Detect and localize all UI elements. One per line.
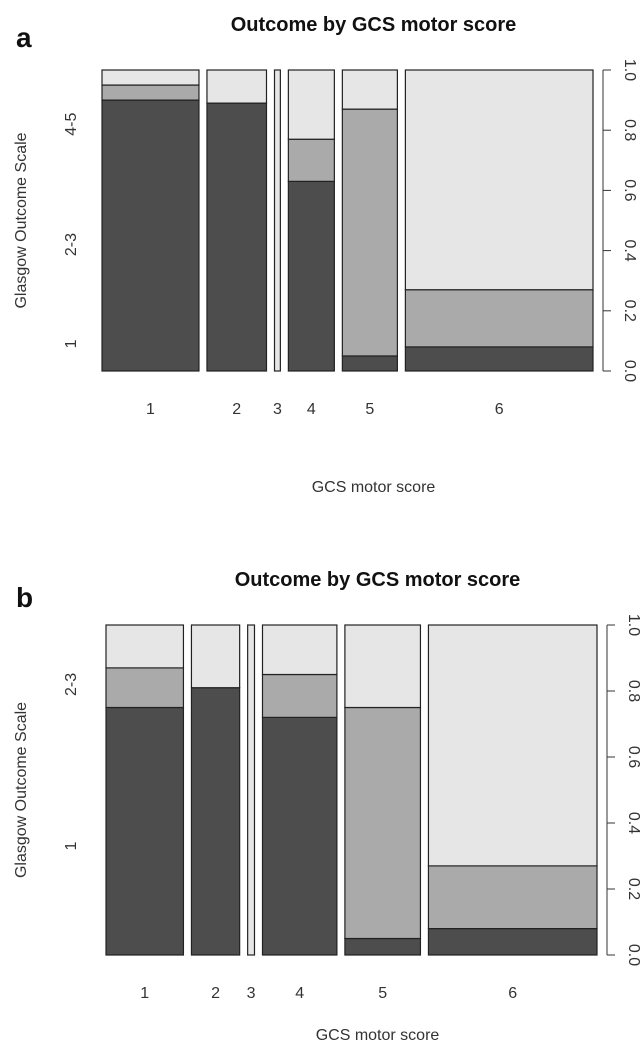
mosaic-segment [287, 138, 335, 182]
panel-letter-b: b [16, 582, 34, 613]
right-tick-label: 0.4 [621, 239, 638, 261]
mosaic-segment [344, 937, 422, 956]
mosaic-segment [341, 355, 398, 372]
right-tick-label: 1.0 [625, 614, 642, 636]
mosaic-segment [247, 624, 256, 956]
panel-letter-a: a [16, 22, 32, 53]
right-tick-label: 0.8 [625, 680, 642, 702]
mosaic-segment [404, 289, 594, 348]
mosaic-segment [427, 865, 598, 930]
mosaic-column-2 [206, 69, 268, 372]
mosaic-segment [287, 69, 335, 140]
right-tick-label: 0.0 [625, 944, 642, 966]
left-tick-label: 1 [63, 842, 80, 851]
right-tick-label: 0.6 [625, 746, 642, 768]
x-tick-label: 3 [247, 985, 256, 1002]
mosaic-chart-a: Outcome by GCS motor score 1 2 3 4 5 6 GCS moto… [13, 14, 638, 496]
mosaic-column-3 [247, 624, 256, 956]
mosaic-chart-b: Outcome by GCS motor score 1 2 3 4 5 6 GCS moto… [13, 569, 642, 1044]
mosaic-column-1 [101, 69, 200, 372]
mosaic-segment [190, 624, 241, 689]
mosaic-column-4 [261, 624, 338, 956]
right-tick-label: 0.8 [621, 119, 638, 141]
mosaic-segment [427, 624, 598, 867]
mosaic-segment [261, 716, 338, 956]
mosaic-column-6 [404, 69, 594, 372]
x-tick-label: 1 [146, 401, 155, 418]
mosaic-segment [344, 624, 422, 709]
x-tick-label: 2 [211, 985, 220, 1002]
chart-title: Outcome by GCS motor score [235, 569, 521, 591]
right-tick-label: 0.2 [621, 300, 638, 322]
x-tick-label: 4 [307, 401, 316, 418]
mosaic-segment [341, 69, 398, 110]
mosaic-segment [105, 667, 185, 709]
mosaic-segment [404, 346, 594, 372]
x-tick-label: 3 [273, 401, 282, 418]
mosaic-segment [101, 99, 200, 372]
x-tick-label: 6 [508, 985, 517, 1002]
y-axis-label: Glasgow Outcome Scale [13, 702, 30, 878]
chart-panel-b: b Outcome by GCS motor score 1 2 3 4 5 6 GCS mo… [0, 520, 644, 1047]
x-tick-label: 5 [365, 401, 374, 418]
mosaic-column-2 [190, 624, 241, 956]
chart-title: Outcome by GCS motor score [231, 14, 517, 36]
mosaic-column-1 [105, 624, 185, 956]
mosaic-segment [190, 687, 241, 956]
mosaic-segment [287, 180, 335, 372]
x-axis-label: GCS motor score [312, 479, 436, 496]
mosaic-segment [344, 706, 422, 940]
right-tick-label: 0.6 [621, 179, 638, 201]
mosaic-segment [101, 84, 200, 101]
mosaic-segment [404, 69, 594, 291]
right-tick-label: 0.0 [621, 360, 638, 382]
right-tick-label: 1.0 [621, 59, 638, 81]
chart-panel-a: a Outcome by GCS motor score 1 2 3 4 5 6 GCS mo… [0, 0, 644, 520]
mosaic-column-3 [273, 69, 281, 372]
mosaic-column-5 [341, 69, 398, 372]
left-tick-label: 4-5 [63, 113, 80, 136]
x-axis-label: GCS motor score [316, 1027, 440, 1044]
mosaic-column-6 [427, 624, 598, 956]
x-tick-label: 4 [295, 985, 304, 1002]
x-tick-label: 1 [140, 985, 149, 1002]
mosaic-column-5 [344, 624, 422, 956]
mosaic-segment [261, 673, 338, 719]
mosaic-segment [101, 69, 200, 86]
mosaic-segment [341, 108, 398, 357]
left-tick-label: 2-3 [63, 673, 80, 696]
mosaic-segment [206, 102, 268, 372]
x-tick-label: 6 [495, 401, 504, 418]
x-tick-label: 5 [378, 985, 387, 1002]
mosaic-segment [261, 624, 338, 676]
left-tick-label: 1 [63, 339, 80, 348]
mosaic-segment [105, 624, 185, 669]
mosaic-segment [427, 928, 598, 956]
x-tick-label: 2 [232, 401, 241, 418]
mosaic-segment [206, 69, 268, 104]
y-axis-label: Glasgow Outcome Scale [13, 132, 30, 308]
right-tick-label: 0.4 [625, 812, 642, 834]
mosaic-column-4 [287, 69, 335, 372]
mosaic-segment [273, 69, 281, 372]
right-tick-label: 0.2 [625, 878, 642, 900]
left-tick-label: 2-3 [63, 233, 80, 256]
mosaic-segment [105, 706, 185, 956]
